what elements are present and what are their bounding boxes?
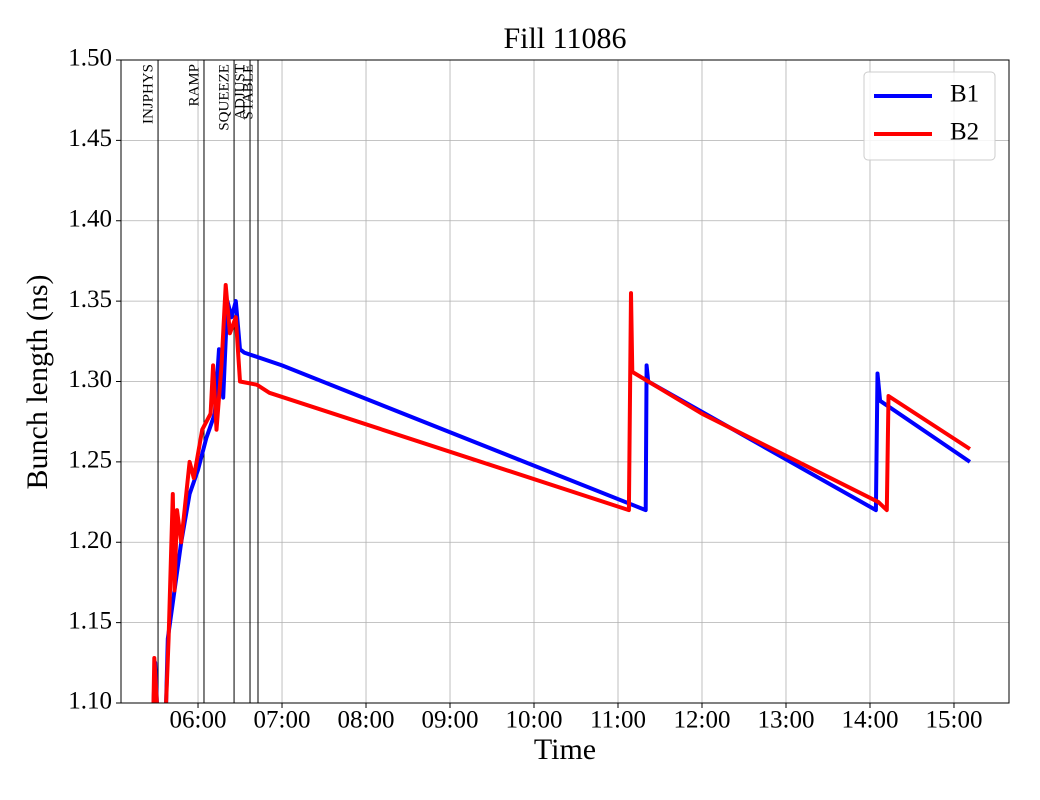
phase-label: INJPHYS [140,64,156,124]
x-tick-label: 12:00 [674,707,731,734]
y-tick-label: 1.30 [68,366,112,393]
y-tick-label: 1.10 [68,688,112,715]
y-tick-label: 1.40 [68,205,112,232]
x-tick-label: 13:00 [758,707,815,734]
y-tick-label: 1.35 [68,286,112,313]
series-line [151,283,971,704]
phase-label: STABLE [240,64,256,119]
y-tick-label: 1.25 [68,447,112,474]
legend-label: B1 [950,81,979,108]
x-tick-label: 10:00 [506,707,563,734]
phase-label: RAMP [186,64,202,107]
y-tick-label: 1.15 [68,607,112,634]
plot-frame [120,59,1010,704]
chart-title: Fill 11086 [503,22,626,55]
phase-label: SQUEEZE [216,64,232,131]
y-tick-label: 1.20 [68,527,112,554]
x-tick-label: 15:00 [926,707,983,734]
y-tick-label: 1.50 [68,45,112,72]
series-line [151,299,972,704]
x-tick-label: 08:00 [338,707,395,734]
x-tick-label: 11:00 [590,707,646,734]
x-tick-label: 09:00 [422,707,479,734]
legend-label: B2 [950,119,979,146]
x-tick-label: 06:00 [170,707,227,734]
y-axis-label: Bunch length (ns) [21,275,54,490]
x-tick-label: 07:00 [254,707,311,734]
x-tick-label: 14:00 [842,707,899,734]
x-axis-label: Time [534,733,596,766]
y-tick-label: 1.45 [68,125,112,152]
phase-label: ADJUST [232,64,248,120]
